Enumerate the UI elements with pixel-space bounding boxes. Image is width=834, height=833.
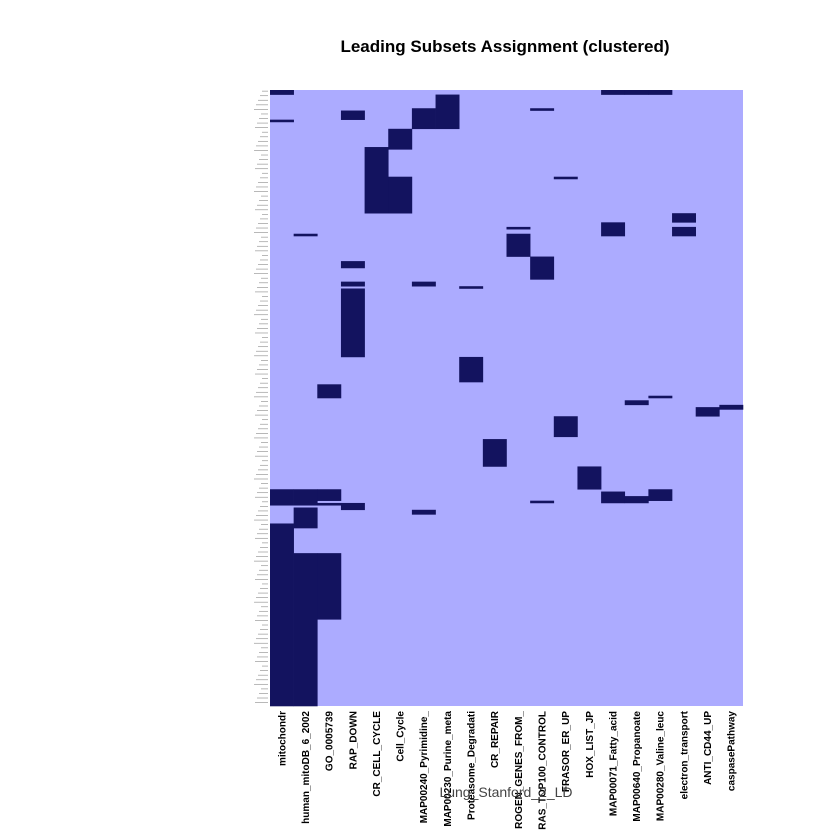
heatmap-cell-block — [270, 489, 294, 506]
column-label: MAP00240_Pyrimidine_ — [419, 711, 430, 824]
heatmap-cell-block — [388, 128, 413, 150]
heatmap-cell-block — [270, 119, 294, 123]
column-label: CR_CELL_CYCLE — [372, 711, 383, 797]
heatmap-cell-block — [577, 466, 602, 490]
heatmap-cell-block — [388, 176, 413, 214]
heatmap-cell-block — [624, 90, 649, 95]
heatmap-cell-block — [293, 233, 318, 237]
heatmap-cell-block — [411, 509, 436, 515]
heatmap-cell-block — [601, 491, 626, 504]
heatmap-cell-block — [530, 500, 555, 504]
column-label: ROGEN_GENES_FROM_ — [514, 711, 525, 829]
heatmap-cell-block — [459, 286, 484, 289]
heatmap-cell-block — [435, 94, 460, 130]
heatmap-cell-block — [601, 222, 626, 237]
column-labels: mitochondr human_mitoDB_6_2002 GO_0005739 R… — [277, 710, 737, 830]
column-label: HOX_LIST_JP — [585, 711, 596, 778]
heatmap-cell-block — [317, 384, 342, 399]
column-label: MAP00640_Propanoate — [632, 711, 643, 822]
heatmap-cell-block — [317, 553, 342, 620]
heatmap-cell-block — [340, 288, 365, 358]
heatmap-cell-block — [624, 400, 649, 406]
heatmap-cell-block — [293, 507, 318, 529]
heatmap-cell-block — [340, 281, 365, 287]
heatmap-cell-block — [293, 553, 318, 707]
column-label: caspasePathway — [727, 711, 738, 791]
column-label: CR_REPAIR — [490, 710, 501, 768]
heatmap-cell-block — [530, 108, 555, 111]
column-label: FRASOR_ER_UP — [561, 711, 572, 792]
heatmap-cell-block — [340, 261, 365, 269]
heatmap-cell-block — [672, 226, 696, 237]
heatmap-cell-block — [506, 233, 531, 257]
heatmap-cell-block — [270, 90, 294, 95]
column-label: Proteasome_Degradati — [467, 711, 478, 820]
heatmap-cell-block — [482, 439, 507, 467]
heatmap-cell-block — [317, 502, 342, 506]
column-label: RAP_DOWN — [348, 711, 359, 769]
heatmap-cell-block — [364, 147, 389, 214]
heatmap-cell-block — [530, 256, 555, 280]
heatmap-cell-block — [672, 213, 696, 223]
heatmap-cell-block — [459, 356, 484, 383]
heatmap-cell-block — [648, 489, 673, 501]
heatmap-cell-block — [506, 226, 531, 230]
heatmap-cell-block — [719, 404, 744, 410]
heatmap-cell-block — [624, 496, 649, 504]
x-axis-label: Lung_Stanford_2_LD — [439, 784, 572, 800]
heatmap-cell-block — [553, 416, 578, 438]
column-label: MAP00230_Purine_meta — [443, 711, 454, 827]
heatmap-cell-block — [648, 395, 673, 399]
column-label: ANTI_CD44_UP — [703, 711, 714, 785]
heatmap-cell-block — [411, 281, 436, 287]
row-tick-labels — [254, 90, 268, 703]
heatmap-cells — [270, 90, 744, 707]
heatmap-cell-block — [411, 108, 436, 130]
column-label: mitochondr — [277, 711, 288, 766]
column-label: Cell_Cycle — [396, 711, 407, 762]
heatmap-cell-block — [293, 489, 318, 506]
heatmap-cell-block — [340, 502, 365, 511]
heatmap-cell-block — [695, 407, 720, 417]
heatmap-cell-block — [601, 90, 626, 95]
chart-title: Leading Subsets Assignment (clustered) — [340, 37, 669, 56]
heatmap-cell-block — [553, 176, 578, 180]
column-label: RAS_TOP100_CONTROL — [537, 711, 548, 830]
column-label: MAP00071_Fatty_acid — [608, 711, 619, 816]
heatmap-cell-block — [340, 110, 365, 120]
column-label: electron_transport — [679, 710, 690, 799]
heatmap-cell-block — [648, 90, 673, 95]
heatmap-cell-block — [317, 489, 342, 501]
column-label: human_mitoDB_6_2002 — [301, 711, 312, 824]
heatmap-cell-block — [270, 523, 294, 707]
column-label: MAP00280_Valine_leuc — [656, 711, 667, 822]
column-label: GO_0005739 — [325, 711, 336, 771]
